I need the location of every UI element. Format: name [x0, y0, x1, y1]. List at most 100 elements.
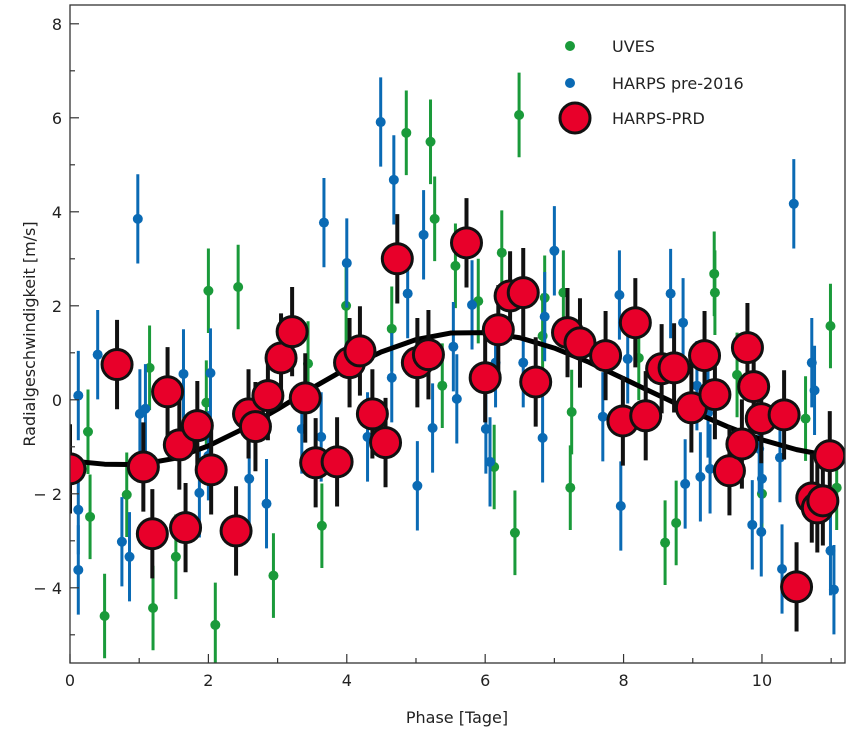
plot-frame [69, 4, 846, 664]
data-point [411, 338, 445, 372]
data-point [629, 399, 663, 433]
model-curve [70, 330, 845, 468]
data-point [418, 229, 429, 240]
data-point [565, 482, 576, 493]
data-point [132, 213, 143, 224]
y-tick-label: 0 [52, 391, 62, 410]
data-point [485, 456, 496, 467]
data-point [806, 357, 817, 368]
data-point [468, 361, 502, 395]
data-point [506, 276, 540, 310]
data-point [451, 393, 462, 404]
data-point [618, 306, 652, 340]
data-point [800, 413, 811, 424]
data-point [375, 117, 386, 128]
legend-marker-uves [565, 41, 575, 51]
data-point [238, 410, 272, 444]
data-point [563, 326, 597, 360]
data-point [777, 564, 788, 574]
data-point [519, 365, 553, 399]
data-point [730, 331, 764, 365]
data-point [622, 353, 633, 364]
data-point [813, 439, 845, 473]
data-point [788, 198, 799, 209]
data-point [691, 380, 702, 391]
data-point [135, 517, 169, 551]
y-tick-label: 6 [52, 109, 62, 128]
data-point [825, 321, 836, 332]
data-point [140, 403, 151, 414]
data-point [427, 423, 438, 433]
data-point [566, 407, 577, 418]
data-point [437, 380, 448, 391]
data-point [615, 501, 626, 512]
data-point [828, 584, 839, 595]
data-point [99, 611, 110, 621]
data-point [709, 287, 720, 298]
data-point [144, 362, 155, 373]
data-point [343, 334, 377, 368]
data-point [660, 537, 671, 548]
data-point [518, 357, 529, 368]
data-point [825, 545, 836, 556]
data-point [467, 299, 478, 310]
data-point [210, 619, 221, 630]
y-axis-label: Radialgeschwindigkeit [m/s] [20, 221, 39, 446]
data-point [614, 289, 625, 300]
data-point [425, 136, 436, 147]
data-point [121, 489, 132, 500]
x-tick-label: 4 [342, 671, 352, 690]
legend-label-harps-prd: HARPS-PRD [612, 109, 705, 128]
data-point [316, 431, 327, 442]
x-tick-label: 6 [480, 671, 490, 690]
data-point [73, 504, 84, 515]
data-point [756, 473, 767, 484]
data-point [597, 411, 608, 422]
data-point [170, 551, 181, 562]
data-point [194, 487, 205, 498]
series-2 [70, 198, 845, 632]
data-point [73, 564, 84, 575]
data-point [100, 348, 134, 382]
data-point [318, 217, 329, 228]
data-point [688, 339, 722, 373]
data-point [698, 378, 732, 412]
data-point [514, 109, 525, 120]
data-point [386, 323, 397, 334]
data-point [178, 368, 189, 379]
data-point [151, 375, 185, 409]
data-point [316, 520, 327, 531]
y-tick-label: 2 [52, 297, 62, 316]
x-tick-label: 10 [752, 671, 772, 690]
data-point [380, 242, 414, 276]
data-point [665, 288, 676, 299]
data-point [448, 341, 459, 352]
data-point [275, 315, 309, 349]
data-point [341, 258, 352, 269]
data-point [85, 511, 96, 522]
data-point [203, 285, 214, 296]
data-point [589, 339, 623, 373]
data-point [449, 226, 483, 260]
data-point [429, 213, 440, 224]
data-point [549, 245, 560, 256]
data-point [537, 432, 548, 443]
data-point [509, 527, 520, 538]
data-point [756, 526, 767, 537]
data-point [320, 445, 354, 479]
data-point [126, 450, 160, 484]
data-point [709, 268, 720, 279]
data-point [288, 381, 322, 415]
x-axis-label: Phase [Tage] [406, 708, 508, 727]
y-tick-label: − 4 [33, 579, 62, 598]
data-point [725, 427, 759, 461]
data-point [355, 397, 389, 431]
data-point [386, 372, 397, 383]
x-tick-label: 2 [203, 671, 213, 690]
data-point [124, 551, 135, 562]
data-point [401, 127, 412, 138]
data-point [450, 260, 461, 271]
data-point [92, 349, 103, 360]
y-tick-label: 8 [52, 15, 62, 34]
data-point [70, 452, 87, 486]
